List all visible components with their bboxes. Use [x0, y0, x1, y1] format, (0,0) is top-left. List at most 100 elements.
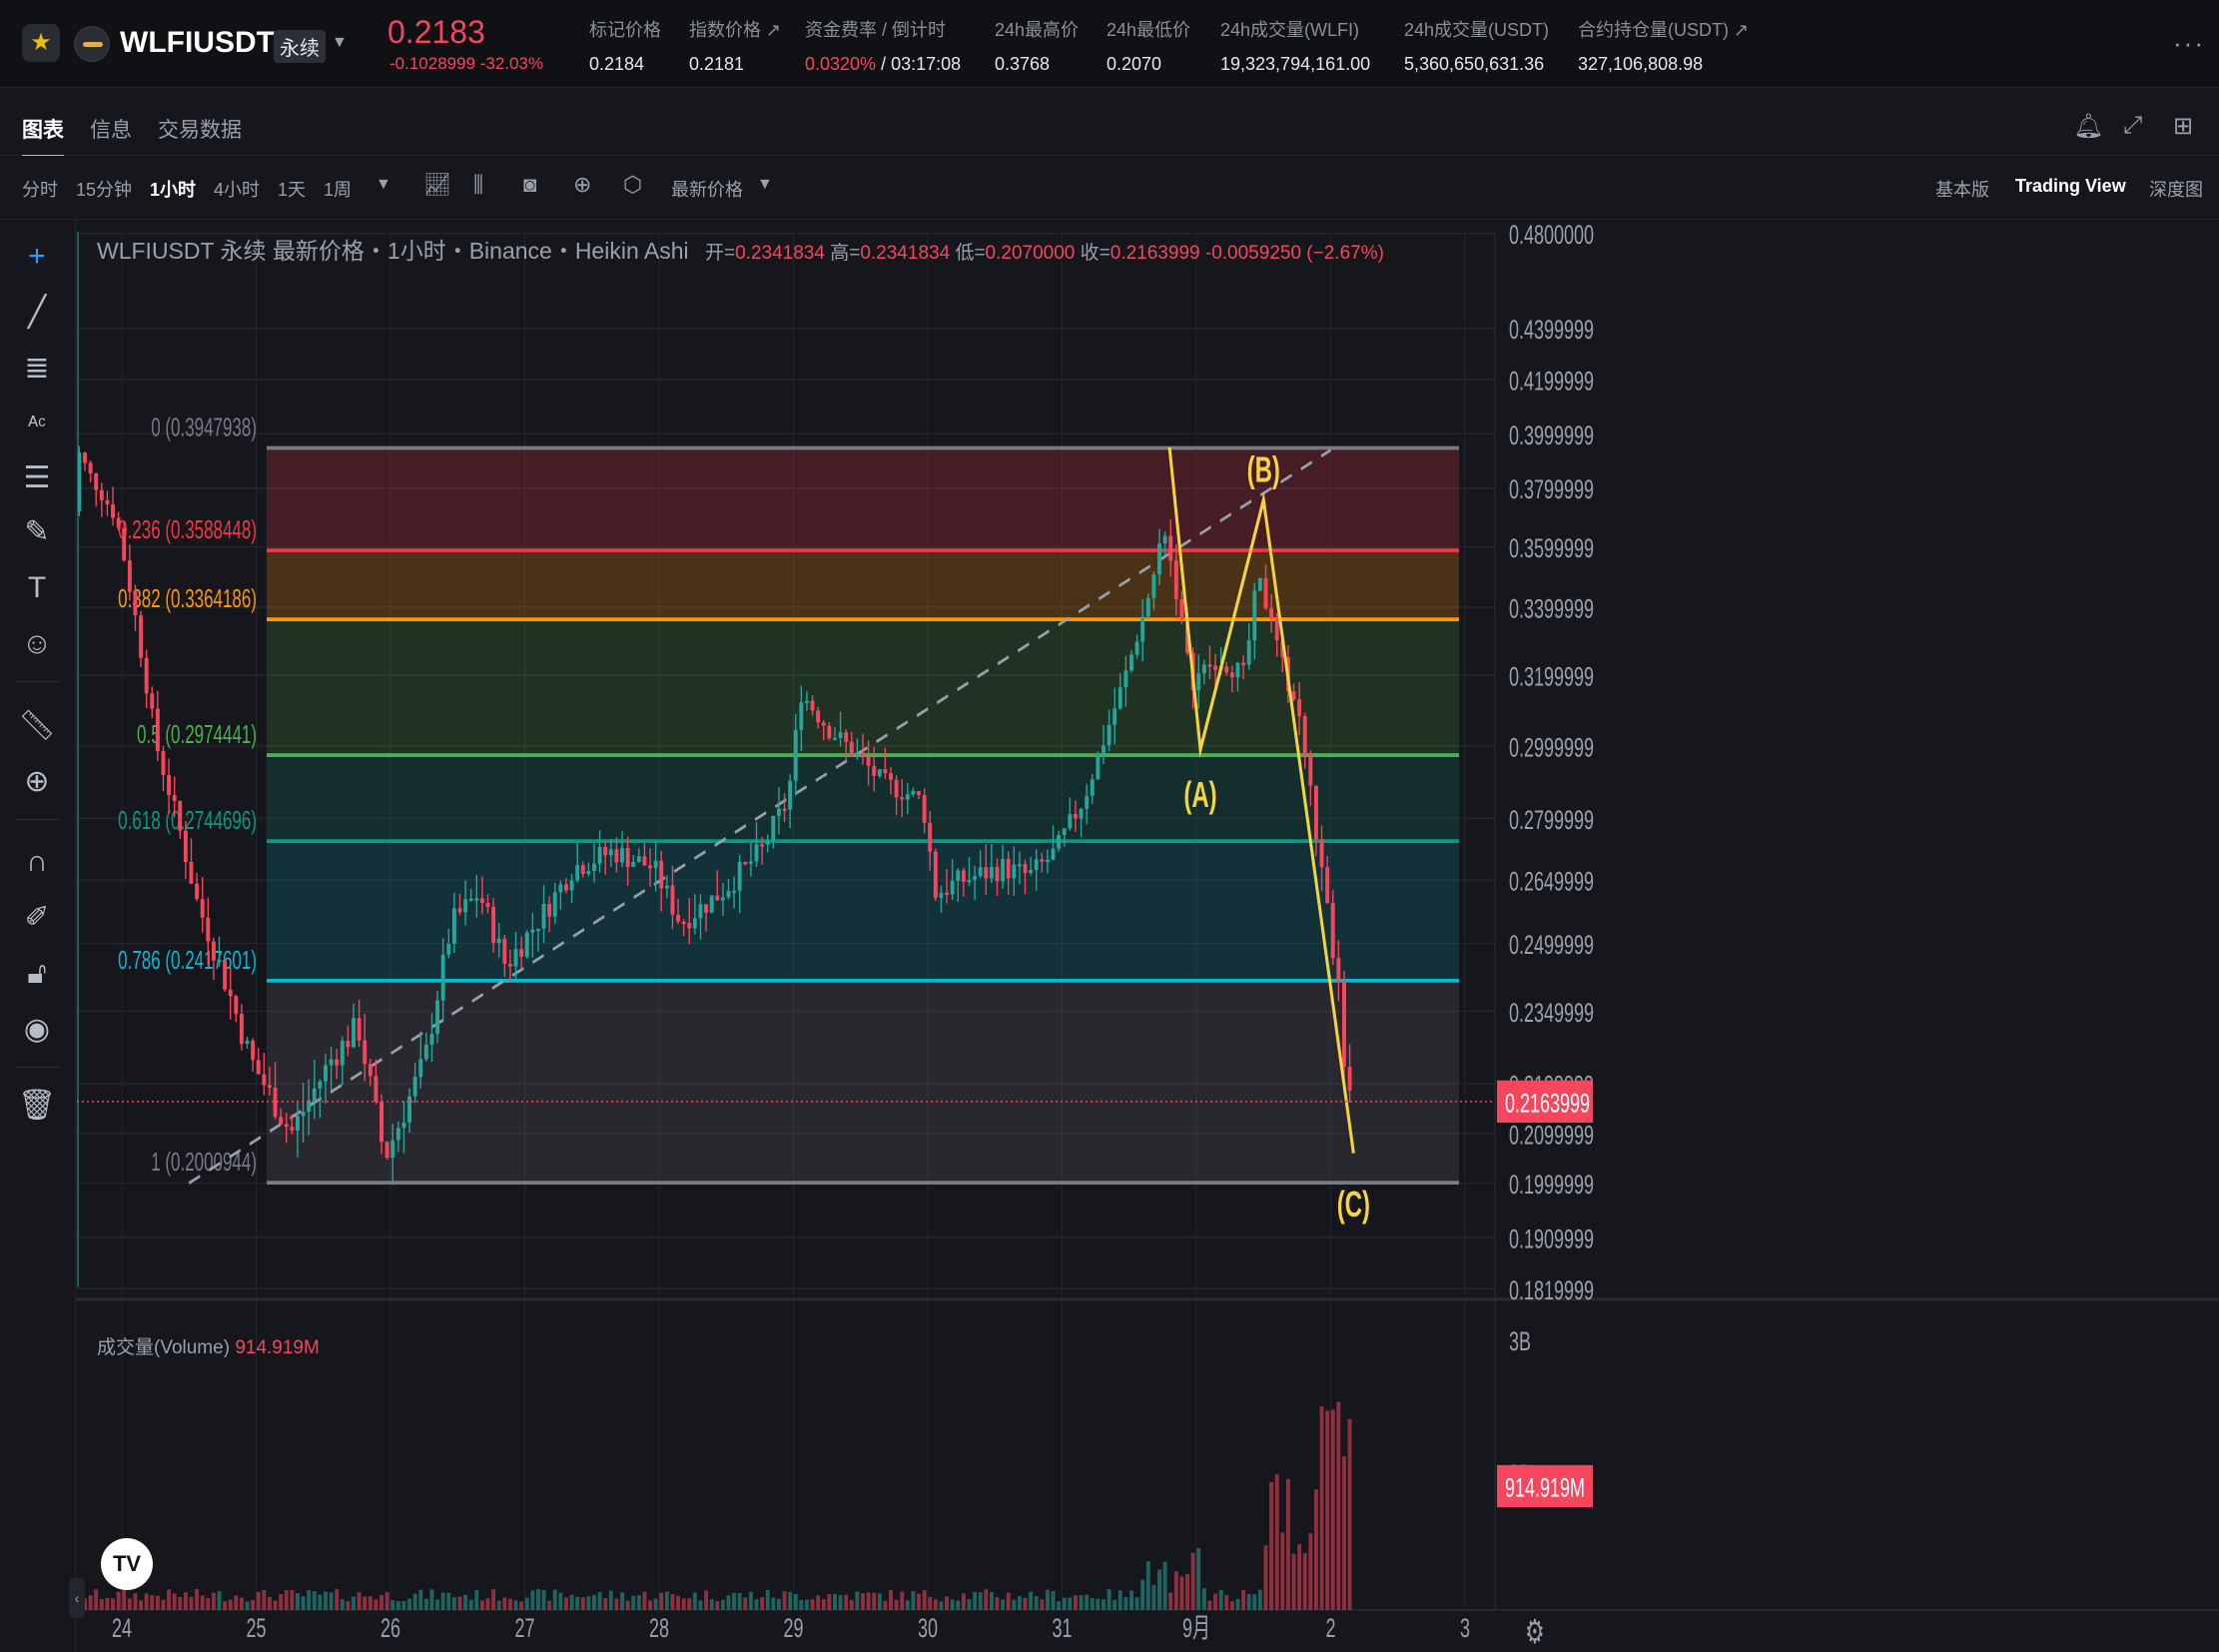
- volume-bar: [849, 1599, 854, 1610]
- volume-bar: [973, 1591, 978, 1610]
- layout-grid-icon[interactable]: ⊞: [2173, 113, 2194, 140]
- symbol-title[interactable]: WLFIUSDT: [120, 26, 275, 59]
- volume-bar: [1285, 1478, 1290, 1610]
- divider: [16, 1067, 60, 1068]
- fib-zone: [267, 550, 1459, 620]
- view-depth[interactable]: 深度图: [2149, 180, 2203, 200]
- brush-icon[interactable]: ✎: [24, 515, 50, 548]
- emoji-icon[interactable]: ☺: [21, 627, 53, 660]
- text-tool-icon[interactable]: T: [27, 571, 47, 604]
- price-tick-label: 0.2799999: [1509, 804, 1594, 835]
- candle-body: [451, 908, 456, 944]
- trend-line-icon[interactable]: ╱: [27, 296, 47, 329]
- crosshair-icon[interactable]: +: [28, 240, 46, 273]
- price-tick-label: 0.2649999: [1509, 866, 1594, 897]
- candle-body: [1246, 640, 1251, 665]
- trend-line[interactable]: [188, 448, 1331, 1185]
- stat-value: 5,360,650,631.36: [1404, 54, 1545, 74]
- candle-body: [922, 794, 927, 823]
- chart-settings-gear-icon[interactable]: ⚙: [1525, 1612, 1545, 1651]
- bell-icon[interactable]: 🔔︎: [2073, 113, 2104, 140]
- candle-body: [390, 1140, 395, 1159]
- volume-bar: [967, 1599, 972, 1610]
- timeframe-1w[interactable]: 1周: [324, 180, 353, 200]
- favorite-star-icon[interactable]: ★: [22, 24, 60, 62]
- trash-icon[interactable]: 🗑︎: [17, 1089, 57, 1122]
- unlock-icon[interactable]: 🔓︎: [27, 957, 47, 990]
- add-indicator-icon[interactable]: ⊕: [573, 172, 592, 197]
- volume-bar: [597, 1592, 602, 1610]
- volume-bar: [474, 1589, 479, 1610]
- price-type-chevron-icon[interactable]: ▼: [757, 176, 773, 193]
- candle-body: [1085, 795, 1090, 809]
- volume-bar: [872, 1592, 877, 1610]
- current-price-badge: [1497, 1080, 1593, 1123]
- volume-bar: [922, 1590, 927, 1610]
- fib-retracement-icon[interactable]: ☰: [23, 461, 51, 494]
- fib-level-label: 0.786 (0.2417601): [118, 945, 257, 974]
- volume-bar: [765, 1589, 770, 1610]
- candle-body: [440, 954, 445, 1001]
- tab-chart[interactable]: 图表: [22, 114, 64, 158]
- candle-body: [1263, 577, 1268, 608]
- candle-body: [642, 856, 647, 866]
- candle-body: [446, 943, 451, 955]
- settings-hex-icon[interactable]: ⬡: [623, 172, 643, 197]
- timeframe-1h[interactable]: 1小时: [150, 180, 197, 200]
- symbol-dropdown-chevron-icon[interactable]: ▼: [332, 34, 348, 51]
- candle-body: [861, 752, 865, 757]
- candle-type-icon[interactable]: ⫼: [473, 172, 484, 197]
- magnet-icon[interactable]: ∩: [26, 845, 48, 878]
- lock-drawing-icon[interactable]: ✐: [24, 901, 50, 934]
- volume-bar: [1140, 1579, 1145, 1610]
- view-tradingview[interactable]: Trading View: [2015, 176, 2126, 196]
- timeframe-1d[interactable]: 1天: [278, 180, 307, 200]
- camera-icon[interactable]: ◙: [523, 172, 537, 197]
- collapse-toolbar-chevron-icon[interactable]: ‹: [69, 1578, 85, 1618]
- volume-bar: [318, 1594, 323, 1610]
- zoom-in-icon[interactable]: ⊕: [24, 765, 50, 798]
- candle-body: [368, 1064, 372, 1077]
- volume-bar: [547, 1600, 552, 1610]
- timeframe-dropdown-icon[interactable]: ▼: [375, 176, 391, 193]
- volume-bar: [1302, 1553, 1307, 1610]
- timeframe-4h[interactable]: 4小时: [214, 180, 261, 200]
- coin-logo: [74, 26, 110, 62]
- abc-wave-path[interactable]: [1167, 446, 1355, 1155]
- tab-trading-data[interactable]: 交易数据: [158, 119, 242, 142]
- candle-body: [485, 903, 490, 907]
- candle-body: [670, 885, 675, 915]
- volume-bar: [155, 1595, 160, 1610]
- volume-bar: [956, 1600, 961, 1610]
- stat-index-price[interactable]: 指数价格 ↗ 0.2181: [689, 16, 781, 75]
- stat-open-interest[interactable]: 合约持仓量(USDT) ↗ 327,106,808.98: [1578, 16, 1749, 75]
- timeframe-1m[interactable]: 分时: [22, 180, 58, 200]
- volume-bar: [1347, 1418, 1352, 1610]
- price-type-select[interactable]: 最新价格: [671, 180, 743, 200]
- tab-info[interactable]: 信息: [90, 119, 132, 142]
- expand-icon[interactable]: ⤢: [2123, 112, 2143, 139]
- candle-body: [877, 769, 882, 776]
- candle-body: [1229, 672, 1234, 678]
- candle-body: [620, 848, 624, 863]
- tradingview-logo[interactable]: TV: [101, 1538, 153, 1590]
- ruler-icon[interactable]: 📏︎: [17, 709, 57, 742]
- stat-label: 指数价格 ↗: [689, 20, 782, 40]
- candle-body: [849, 741, 854, 756]
- volume-bar: [631, 1595, 636, 1610]
- view-basic[interactable]: 基本版: [1935, 180, 1989, 200]
- parallel-lines-icon[interactable]: ≣: [24, 352, 50, 385]
- eye-icon[interactable]: ◉: [23, 1013, 51, 1046]
- candle-body: [88, 462, 93, 473]
- volume-bar: [799, 1599, 804, 1610]
- more-dots-icon[interactable]: ···: [2173, 28, 2205, 58]
- timeframe-15m[interactable]: 15分钟: [76, 180, 133, 200]
- candle-body: [698, 904, 703, 919]
- indicator-chart-icon[interactable]: 📈︎: [423, 172, 451, 197]
- candle-body: [838, 732, 843, 738]
- candle-body: [223, 959, 228, 990]
- pattern-abc-icon[interactable]: ᴬᶜ: [28, 412, 46, 436]
- price-chart[interactable]: 0 (0.3947938) 0.236 (0.3588448) 0.382 (0.3…: [69, 220, 2219, 1652]
- candle-body: [586, 870, 591, 875]
- chart-canvas[interactable]: 0 (0.3947938) 0.236 (0.3588448) 0.382 (0.3…: [77, 220, 2219, 1652]
